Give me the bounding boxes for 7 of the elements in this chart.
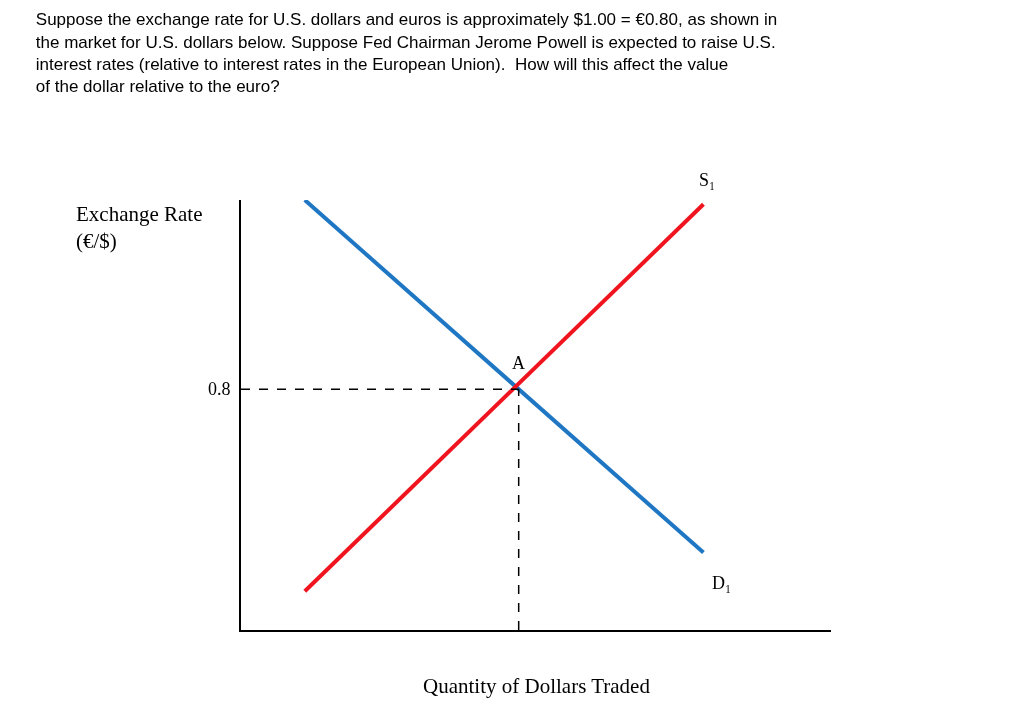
y-axis-title: Exchange Rate (€/$) [76,202,203,254]
annotation: A [512,353,525,373]
text: 0.8 [208,379,231,399]
series-label: S₁ [699,170,716,190]
x-axis-title: Quantity of Dollars Traded [423,674,651,698]
series-label: D₁ [712,573,732,593]
chart-title: Suppose the exchange rate for U.S. dollars and euros is approximately $1.00 = €0.80, as shown in the market for U.S. dollars below. Suppose Fed Chairman Jerome Powell is expected to raise U.S. interest rates (relative to interest rates in the European Union). How will this affect the value of the dollar relative to the euro? [35,10,778,96]
